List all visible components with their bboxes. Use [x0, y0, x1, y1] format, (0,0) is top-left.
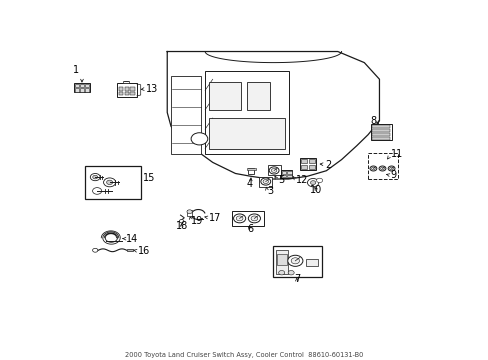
Text: 18: 18: [175, 221, 187, 231]
Bar: [232, 211, 264, 226]
Bar: [124, 92, 129, 95]
Circle shape: [378, 166, 385, 171]
Circle shape: [260, 178, 270, 185]
Bar: [122, 81, 129, 84]
Circle shape: [248, 214, 260, 223]
Circle shape: [250, 216, 257, 221]
Circle shape: [106, 180, 112, 185]
Bar: [248, 168, 254, 174]
Bar: [372, 133, 389, 136]
Text: 8: 8: [369, 116, 376, 126]
Circle shape: [287, 255, 302, 266]
Circle shape: [271, 168, 276, 172]
Bar: [272, 246, 321, 278]
Bar: [171, 76, 201, 154]
Text: 9: 9: [390, 170, 396, 180]
Bar: [372, 129, 389, 132]
Bar: [74, 83, 90, 92]
Circle shape: [371, 167, 374, 170]
Bar: [246, 82, 269, 110]
Bar: [80, 84, 84, 87]
Text: 17: 17: [208, 213, 221, 223]
Bar: [205, 71, 288, 154]
Bar: [119, 87, 123, 91]
Text: 19: 19: [190, 216, 203, 226]
Circle shape: [233, 214, 245, 223]
Bar: [275, 250, 287, 274]
Bar: [287, 175, 291, 177]
Bar: [75, 88, 79, 91]
Bar: [301, 159, 306, 163]
Bar: [119, 92, 123, 95]
Text: 13: 13: [146, 84, 158, 94]
Circle shape: [278, 270, 284, 275]
Text: 2000 Toyota Land Cruiser Switch Assy, Cooler Control  88610-60131-B0: 2000 Toyota Land Cruiser Switch Assy, Co…: [125, 352, 363, 358]
Circle shape: [90, 174, 100, 181]
Bar: [124, 87, 129, 91]
Circle shape: [287, 270, 294, 275]
Circle shape: [369, 166, 376, 171]
Bar: [186, 210, 192, 216]
Circle shape: [268, 167, 279, 174]
Text: 2: 2: [325, 159, 331, 170]
Text: 10: 10: [309, 185, 322, 194]
Text: 6: 6: [247, 224, 253, 234]
Text: 7: 7: [293, 274, 299, 284]
Circle shape: [179, 220, 183, 223]
Circle shape: [316, 178, 322, 183]
Bar: [367, 153, 397, 179]
Bar: [117, 84, 137, 97]
Circle shape: [92, 248, 98, 252]
Circle shape: [290, 258, 299, 264]
Text: 12: 12: [296, 175, 308, 185]
Bar: [370, 125, 391, 140]
Bar: [208, 118, 284, 149]
Circle shape: [307, 179, 318, 187]
Bar: [309, 159, 314, 163]
Circle shape: [263, 180, 268, 184]
Text: 11: 11: [390, 149, 402, 159]
Bar: [246, 168, 255, 170]
Bar: [130, 92, 134, 95]
Bar: [287, 171, 291, 174]
Text: 14: 14: [126, 234, 138, 244]
Text: 5: 5: [277, 175, 284, 185]
Bar: [75, 84, 79, 87]
Bar: [85, 88, 89, 91]
Bar: [281, 175, 285, 177]
Bar: [281, 171, 285, 174]
Circle shape: [380, 167, 384, 170]
Bar: [305, 260, 317, 266]
Bar: [372, 125, 389, 128]
Circle shape: [236, 216, 243, 221]
Bar: [208, 82, 241, 110]
Text: 16: 16: [138, 246, 150, 256]
Circle shape: [389, 167, 393, 170]
Bar: [80, 88, 84, 91]
Circle shape: [103, 178, 116, 187]
Text: 15: 15: [143, 173, 155, 183]
Circle shape: [387, 166, 394, 171]
Circle shape: [310, 181, 315, 185]
Bar: [277, 255, 286, 265]
Bar: [301, 165, 306, 169]
Bar: [84, 166, 141, 199]
Circle shape: [93, 175, 98, 179]
Circle shape: [92, 188, 102, 194]
Circle shape: [191, 133, 207, 145]
Text: 3: 3: [267, 186, 273, 196]
Bar: [300, 158, 316, 170]
Text: 1: 1: [73, 65, 79, 75]
Bar: [372, 137, 389, 140]
Bar: [127, 249, 133, 251]
Bar: [130, 87, 134, 91]
Bar: [309, 165, 314, 169]
Bar: [85, 84, 89, 87]
Circle shape: [186, 210, 192, 214]
Bar: [259, 176, 272, 186]
Text: 4: 4: [246, 179, 252, 189]
Bar: [267, 166, 280, 175]
Bar: [280, 170, 292, 178]
